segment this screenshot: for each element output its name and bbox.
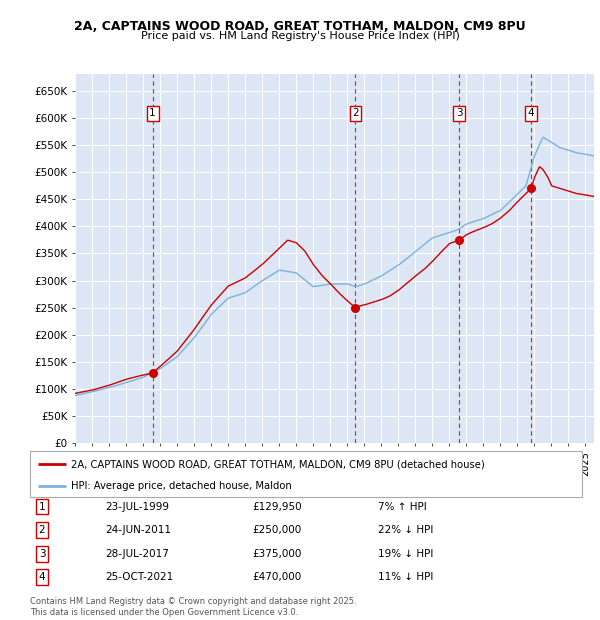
Text: Contains HM Land Registry data © Crown copyright and database right 2025.
This d: Contains HM Land Registry data © Crown c… <box>30 598 356 617</box>
Text: £250,000: £250,000 <box>252 525 301 535</box>
Text: HPI: Average price, detached house, Maldon: HPI: Average price, detached house, Mald… <box>71 480 292 491</box>
Text: Price paid vs. HM Land Registry's House Price Index (HPI): Price paid vs. HM Land Registry's House … <box>140 31 460 41</box>
Text: 24-JUN-2011: 24-JUN-2011 <box>105 525 171 535</box>
Text: 23-JUL-1999: 23-JUL-1999 <box>105 502 169 512</box>
Text: 2: 2 <box>38 525 46 535</box>
Text: 19% ↓ HPI: 19% ↓ HPI <box>378 549 433 559</box>
Text: £470,000: £470,000 <box>252 572 301 582</box>
Text: £129,950: £129,950 <box>252 502 302 512</box>
Text: 7% ↑ HPI: 7% ↑ HPI <box>378 502 427 512</box>
Text: 28-JUL-2017: 28-JUL-2017 <box>105 549 169 559</box>
Text: 1: 1 <box>38 502 46 512</box>
Text: 2A, CAPTAINS WOOD ROAD, GREAT TOTHAM, MALDON, CM9 8PU: 2A, CAPTAINS WOOD ROAD, GREAT TOTHAM, MA… <box>74 20 526 33</box>
Text: 1: 1 <box>149 108 156 118</box>
FancyBboxPatch shape <box>30 451 582 497</box>
Text: £375,000: £375,000 <box>252 549 301 559</box>
Text: 2A, CAPTAINS WOOD ROAD, GREAT TOTHAM, MALDON, CM9 8PU (detached house): 2A, CAPTAINS WOOD ROAD, GREAT TOTHAM, MA… <box>71 459 485 469</box>
Text: 25-OCT-2021: 25-OCT-2021 <box>105 572 173 582</box>
Text: 4: 4 <box>38 572 46 582</box>
Text: 2: 2 <box>352 108 359 118</box>
Text: 3: 3 <box>456 108 463 118</box>
Text: 4: 4 <box>528 108 535 118</box>
Text: 22% ↓ HPI: 22% ↓ HPI <box>378 525 433 535</box>
Text: 3: 3 <box>38 549 46 559</box>
Text: 11% ↓ HPI: 11% ↓ HPI <box>378 572 433 582</box>
